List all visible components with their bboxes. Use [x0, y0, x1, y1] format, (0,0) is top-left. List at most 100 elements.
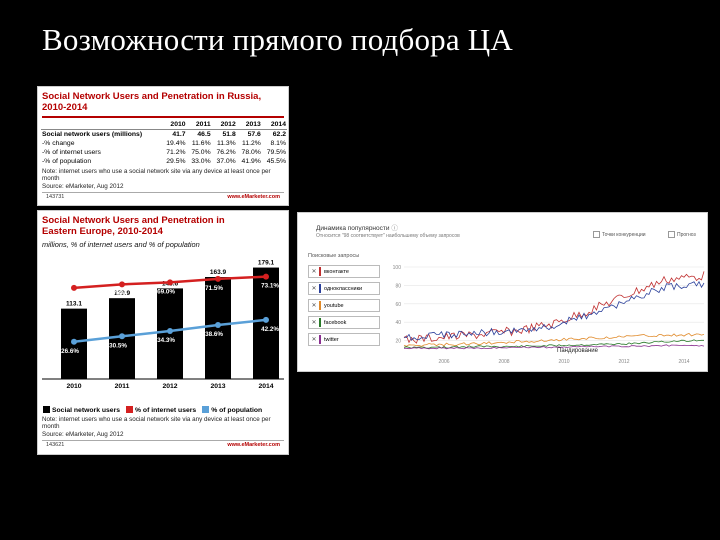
- search-term-label: facebook: [324, 319, 347, 326]
- table-cell: 45.5%: [266, 158, 286, 165]
- series-point: [215, 321, 221, 328]
- trends-title: Динамика популярности ⓘ: [316, 222, 398, 232]
- trend-line: [403, 271, 705, 344]
- row-label: -% of population: [42, 158, 92, 165]
- x-tick-label: 2012: [618, 359, 629, 365]
- note-text: Note: internet users who use a social ne…: [42, 168, 271, 183]
- title-rule: [42, 116, 284, 118]
- europe-bar-chart: 113.12010129.92011145.62012163.92013179.…: [42, 260, 284, 390]
- average-label: Пандирование: [557, 348, 598, 354]
- forecast-checkbox-1[interactable]: Точки конкуренции: [593, 231, 646, 238]
- table-cell: 41.9%: [241, 158, 261, 165]
- europe-title-part: Social Network Users and Penetration in: [42, 215, 225, 226]
- russia-note: Note: internet users who use a social ne…: [38, 166, 288, 190]
- x-tick-label: 2006: [438, 359, 449, 365]
- checkbox-icon[interactable]: [593, 231, 600, 238]
- column-header: 2010: [161, 120, 187, 130]
- data-label: 71.5%: [205, 285, 223, 292]
- series-point: [263, 273, 269, 280]
- legend-swatch: [43, 406, 50, 413]
- x-tick-label: 2014: [258, 383, 273, 390]
- series-point: [119, 281, 125, 288]
- search-term-item[interactable]: ✕ youtube: [308, 299, 380, 312]
- table-cell: 41.7: [172, 131, 186, 138]
- russia-title-comma: ,: [258, 91, 262, 102]
- remove-icon[interactable]: ✕: [311, 337, 317, 343]
- legend-swatch: [126, 406, 133, 413]
- russia-title-part: Social Network Users and Penetration in: [42, 91, 228, 102]
- source-text: Source: eMarketer, Aug 2012: [42, 182, 124, 190]
- column-header: 2014: [261, 120, 287, 130]
- table-row: -% of population 29.5% 33.0% 37.0% 41.9% 45.5…: [41, 157, 287, 166]
- slide-title: Возможности прямого подбора ЦА: [42, 22, 513, 57]
- table-cell: 71.2%: [166, 149, 186, 156]
- forecast-checkbox-2[interactable]: Прогноз: [668, 231, 696, 238]
- row-label: -% change: [42, 140, 75, 147]
- data-label: 34.3%: [157, 337, 175, 344]
- table-cell: 8.1%: [270, 140, 287, 147]
- search-term-item[interactable]: ✕ одноклассники: [308, 282, 380, 295]
- table-cell: 19.4%: [166, 140, 186, 147]
- bar: [205, 277, 231, 379]
- table-header-blank: [41, 120, 162, 130]
- legend-swatch: [202, 406, 210, 413]
- legend-label: % of population: [211, 407, 263, 414]
- chart-legend: Social network users % of internet users…: [38, 406, 288, 414]
- remove-icon[interactable]: ✕: [311, 269, 317, 275]
- x-tick-label: 2012: [162, 383, 177, 390]
- search-term-item[interactable]: ✕ facebook: [308, 316, 380, 329]
- table-header-row: 2010 2011 2012 2013 2014: [41, 120, 287, 130]
- europe-chart-panel: Social Network Users and Penetration in …: [37, 210, 289, 455]
- checkbox-label: Прогноз: [677, 231, 696, 238]
- table-cell: 11.3%: [216, 140, 236, 147]
- legend-item-internet: % of internet users: [126, 406, 196, 414]
- x-tick-label: 2014: [678, 359, 689, 365]
- table-cell: 29.5%: [166, 158, 186, 165]
- series-point: [263, 316, 269, 323]
- europe-note: Note: internet users who use a social ne…: [38, 414, 288, 438]
- trend-line: [404, 344, 705, 350]
- table-cell: 11.6%: [191, 140, 211, 147]
- search-term-label: twitter: [324, 336, 339, 343]
- column-header: 2012: [211, 120, 237, 130]
- data-label: 67.6%: [109, 290, 127, 297]
- checkbox-icon[interactable]: [668, 231, 675, 238]
- trend-line: [403, 280, 705, 341]
- y-tick-label: 20: [395, 339, 401, 345]
- x-tick-label: 2013: [210, 383, 225, 390]
- legend-item-users: Social network users: [43, 406, 120, 414]
- table-cell: 11.2%: [242, 140, 261, 147]
- data-label: 69.0%: [157, 288, 175, 295]
- remove-icon[interactable]: ✕: [311, 303, 317, 309]
- russia-table-panel: Social Network Users and Penetration in …: [37, 86, 289, 206]
- table-cell: 79.5%: [266, 149, 286, 156]
- series-point: [167, 279, 173, 286]
- search-term-item[interactable]: ✕ twitter: [308, 333, 380, 346]
- row-label: -% of internet users: [42, 149, 101, 156]
- russia-table: 2010 2011 2012 2013 2014 Social network user…: [41, 120, 287, 166]
- remove-icon[interactable]: ✕: [311, 320, 317, 326]
- data-label: 26.6%: [61, 348, 79, 355]
- table-row: -% change 19.4% 11.6% 11.3% 11.2% 8.1%: [41, 139, 287, 148]
- russia-footer: 143731 www.eMarketer.com: [42, 192, 284, 201]
- remove-icon[interactable]: ✕: [311, 286, 317, 292]
- series-point: [71, 284, 77, 291]
- table-row: -% of internet users 71.2% 75.0% 76.2% 78.0%…: [41, 148, 287, 157]
- search-terms-heading: Поисковые запросы: [308, 253, 360, 259]
- legend-item-population: % of population: [202, 406, 262, 414]
- data-label: 38.6%: [205, 331, 223, 338]
- trends-title-text: Динамика популярности: [316, 225, 390, 232]
- site-link: www.eMarketer.com: [227, 442, 280, 449]
- data-label: 30.5%: [109, 342, 127, 349]
- help-icon[interactable]: ⓘ: [391, 225, 398, 232]
- search-term-item[interactable]: ✕ вконтакте: [308, 265, 380, 278]
- x-tick-label: 2010: [558, 359, 569, 365]
- table-cell: 57.6: [247, 131, 261, 138]
- series-point: [167, 327, 173, 334]
- table-cell: 76.2%: [216, 149, 236, 156]
- chart-id: 143621: [46, 442, 65, 449]
- table-cell: 75.0%: [191, 149, 211, 156]
- table-cell: 33.0%: [191, 158, 211, 165]
- series-point: [119, 333, 125, 340]
- term-color-swatch: [319, 301, 321, 310]
